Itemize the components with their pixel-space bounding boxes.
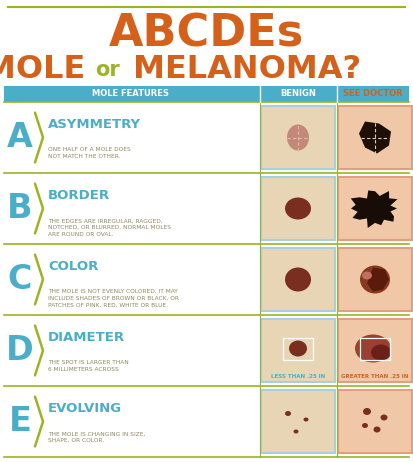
Ellipse shape bbox=[380, 414, 387, 420]
Bar bbox=[261, 106, 335, 169]
Ellipse shape bbox=[362, 272, 372, 280]
Ellipse shape bbox=[285, 197, 311, 219]
Ellipse shape bbox=[304, 418, 309, 421]
Bar bbox=[261, 177, 335, 240]
Text: ABCDEs: ABCDEs bbox=[109, 12, 304, 55]
Text: MOLE FEATURES: MOLE FEATURES bbox=[92, 90, 169, 98]
Ellipse shape bbox=[294, 430, 299, 433]
Polygon shape bbox=[359, 122, 391, 153]
Text: LESS THAN .25 IN: LESS THAN .25 IN bbox=[271, 374, 325, 379]
Bar bbox=[360, 338, 390, 359]
Text: MELANOMA?: MELANOMA? bbox=[122, 54, 361, 85]
Ellipse shape bbox=[285, 267, 311, 292]
Ellipse shape bbox=[360, 266, 390, 293]
Text: THE EDGES ARE IRREGULAR, RAGGED,
NOTCHED, OR BLURRED. NORMAL MOLES
ARE ROUND OR : THE EDGES ARE IRREGULAR, RAGGED, NOTCHED… bbox=[48, 219, 171, 237]
Text: THE MOLE IS CHANGING IN SIZE,
SHAPE, OR COLOR.: THE MOLE IS CHANGING IN SIZE, SHAPE, OR … bbox=[48, 432, 145, 443]
Bar bbox=[338, 106, 412, 169]
Bar bbox=[338, 248, 412, 311]
Text: B: B bbox=[7, 192, 33, 225]
Bar bbox=[338, 390, 412, 453]
Ellipse shape bbox=[362, 423, 368, 428]
Ellipse shape bbox=[355, 334, 391, 363]
Bar bbox=[261, 319, 335, 382]
Polygon shape bbox=[351, 190, 398, 228]
Text: DIAMETER: DIAMETER bbox=[48, 331, 125, 344]
Text: THE MOLE IS NOT EVENLY COLORED. IT MAY
INCLUDE SHADES OF BROWN OR BLACK, OR
PATC: THE MOLE IS NOT EVENLY COLORED. IT MAY I… bbox=[48, 289, 179, 308]
Text: or: or bbox=[96, 60, 120, 80]
Bar bbox=[4, 86, 409, 102]
Bar bbox=[261, 390, 335, 453]
Text: ONE HALF OF A MOLE DOES
NOT MATCH THE OTHER.: ONE HALF OF A MOLE DOES NOT MATCH THE OT… bbox=[48, 147, 131, 159]
Text: GREATER THAN .25 IN: GREATER THAN .25 IN bbox=[341, 374, 409, 379]
Text: BENIGN: BENIGN bbox=[280, 90, 316, 98]
Bar bbox=[338, 319, 412, 382]
Bar bbox=[338, 177, 412, 240]
Ellipse shape bbox=[371, 345, 391, 360]
Text: EVOLVING: EVOLVING bbox=[48, 402, 122, 415]
Text: THE SPOT IS LARGER THAN
6 MILLIMETERS ACROSS: THE SPOT IS LARGER THAN 6 MILLIMETERS AC… bbox=[48, 360, 129, 372]
Text: C: C bbox=[8, 263, 32, 296]
Text: ASYMMETRY: ASYMMETRY bbox=[48, 118, 141, 131]
Text: BORDER: BORDER bbox=[48, 189, 110, 202]
Bar bbox=[261, 248, 335, 311]
Text: SEE DOCTOR: SEE DOCTOR bbox=[343, 90, 403, 98]
Text: A: A bbox=[7, 121, 33, 154]
Bar bbox=[283, 338, 313, 359]
Text: D: D bbox=[6, 334, 34, 367]
Ellipse shape bbox=[287, 124, 309, 151]
Text: E: E bbox=[9, 405, 31, 438]
Polygon shape bbox=[367, 267, 389, 292]
Ellipse shape bbox=[363, 408, 371, 415]
Ellipse shape bbox=[289, 340, 307, 357]
Ellipse shape bbox=[285, 411, 291, 416]
Ellipse shape bbox=[373, 426, 380, 432]
Text: MOLE: MOLE bbox=[0, 54, 96, 85]
Text: COLOR: COLOR bbox=[48, 260, 98, 273]
